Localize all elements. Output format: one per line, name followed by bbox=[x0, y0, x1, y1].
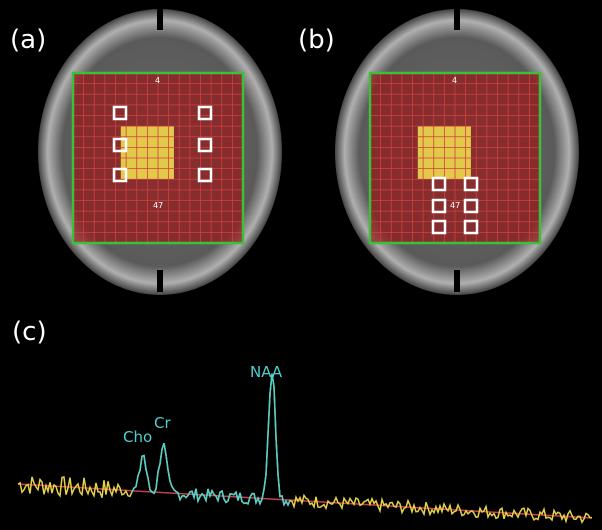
grid-label: 4 bbox=[452, 76, 457, 85]
midline bbox=[157, 8, 163, 30]
panel-label: (b) bbox=[298, 25, 335, 55]
peak-label: NAA bbox=[250, 363, 283, 381]
page: (a) (b) (c) 447447 Cho Cr NAA (() => { c… bbox=[0, 0, 602, 530]
midline bbox=[157, 270, 163, 292]
grid-label: 47 bbox=[153, 201, 163, 210]
grid-label: 4 bbox=[155, 76, 160, 85]
panel-label: (a) bbox=[10, 25, 46, 55]
peak-label: Cho bbox=[123, 428, 152, 446]
midline bbox=[454, 8, 460, 30]
grid-label: 47 bbox=[450, 201, 460, 210]
figure: (a) (b) (c) 4 47 4 47 Cho Cr NAA bbox=[0, 0, 602, 530]
mri-panel: 4 47 bbox=[38, 8, 282, 295]
midline bbox=[454, 270, 460, 292]
peak-label: Cr bbox=[154, 414, 171, 432]
panel-label: (c) bbox=[12, 317, 47, 347]
mri-panel: 4 47 bbox=[335, 8, 579, 295]
